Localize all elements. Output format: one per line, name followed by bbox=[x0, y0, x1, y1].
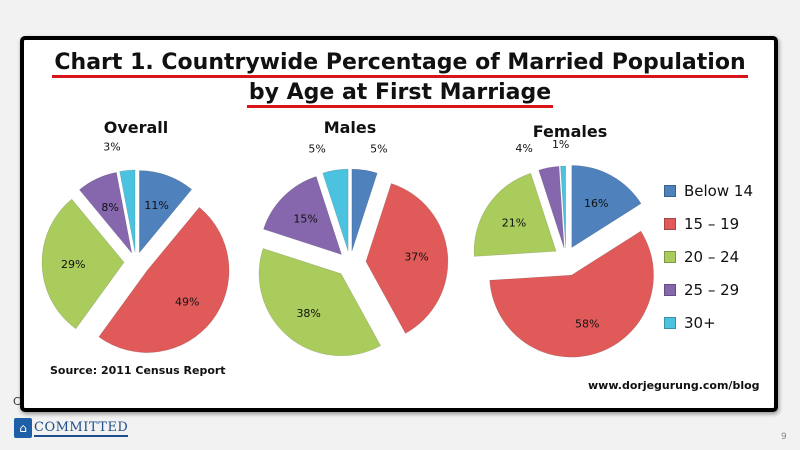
building-icon: ⌂ bbox=[14, 418, 32, 438]
pie-slice bbox=[79, 172, 133, 254]
slice-label: 37% bbox=[404, 251, 428, 264]
pie-slice bbox=[351, 168, 378, 252]
legend-swatch bbox=[664, 250, 676, 263]
chart-title-line1: Chart 1. Countrywide Percentage of Marri… bbox=[0, 50, 800, 78]
slice-label: 58% bbox=[575, 317, 599, 330]
slice-label: 8% bbox=[101, 201, 118, 214]
slice-label: 5% bbox=[370, 142, 387, 155]
legend-label: 15 – 19 bbox=[684, 214, 740, 233]
slice-label: 5% bbox=[308, 142, 325, 155]
pie-slice bbox=[571, 165, 642, 249]
slice-label: 21% bbox=[502, 217, 526, 230]
pie-title-males: Males bbox=[323, 118, 377, 137]
website-credit: www.dorjegurung.com/blog bbox=[588, 379, 760, 392]
slice-label: 16% bbox=[584, 197, 608, 210]
pie-title-females: Females bbox=[532, 122, 608, 141]
logo-text: COMMITTED bbox=[34, 419, 129, 437]
footer-letter: C bbox=[13, 395, 21, 408]
slice-label: 29% bbox=[61, 258, 85, 271]
slice-label: 11% bbox=[144, 199, 168, 212]
legend-item: 30+ bbox=[664, 306, 753, 339]
pie-slice bbox=[322, 168, 349, 252]
pie-slice bbox=[258, 248, 381, 357]
slice-label: 15% bbox=[293, 213, 317, 226]
slice-label: 4% bbox=[515, 142, 532, 155]
pie-slice bbox=[98, 206, 230, 353]
pie-slice bbox=[119, 169, 136, 253]
pie-slice bbox=[473, 172, 557, 257]
slice-label: 3% bbox=[103, 140, 120, 153]
page-number: 9 bbox=[781, 432, 787, 442]
pie-slice bbox=[263, 176, 342, 255]
legend-item: Below 14 bbox=[664, 174, 753, 207]
chart-title-line2: by Age at First Marriage bbox=[0, 80, 800, 108]
slice-label: 38% bbox=[296, 307, 320, 320]
slice-label: 1% bbox=[552, 138, 569, 151]
legend-label: 25 – 29 bbox=[684, 280, 740, 299]
legend-swatch bbox=[664, 283, 676, 296]
pie-slice bbox=[489, 230, 654, 358]
committed-logo: ⌂ COMMITTED bbox=[14, 418, 129, 438]
chart-legend: Below 14 15 – 19 20 – 24 25 – 29 30+ bbox=[664, 174, 753, 339]
legend-swatch bbox=[664, 184, 676, 197]
slice-label: 49% bbox=[175, 296, 199, 309]
pie-slice bbox=[560, 165, 566, 249]
pie-slice bbox=[139, 170, 193, 254]
pie-slice bbox=[365, 183, 449, 334]
source-note: Source: 2011 Census Report bbox=[50, 364, 226, 377]
legend-label: 30+ bbox=[684, 313, 716, 332]
legend-swatch bbox=[664, 217, 676, 230]
legend-swatch bbox=[664, 316, 676, 329]
legend-item: 15 – 19 bbox=[664, 207, 753, 240]
legend-item: 25 – 29 bbox=[664, 273, 753, 306]
legend-label: 20 – 24 bbox=[684, 247, 740, 266]
legend-label: Below 14 bbox=[684, 181, 753, 200]
pie-title-overall: Overall bbox=[103, 118, 169, 137]
pie-slice bbox=[41, 198, 125, 330]
legend-item: 20 – 24 bbox=[664, 240, 753, 273]
pie-slice bbox=[538, 166, 565, 249]
